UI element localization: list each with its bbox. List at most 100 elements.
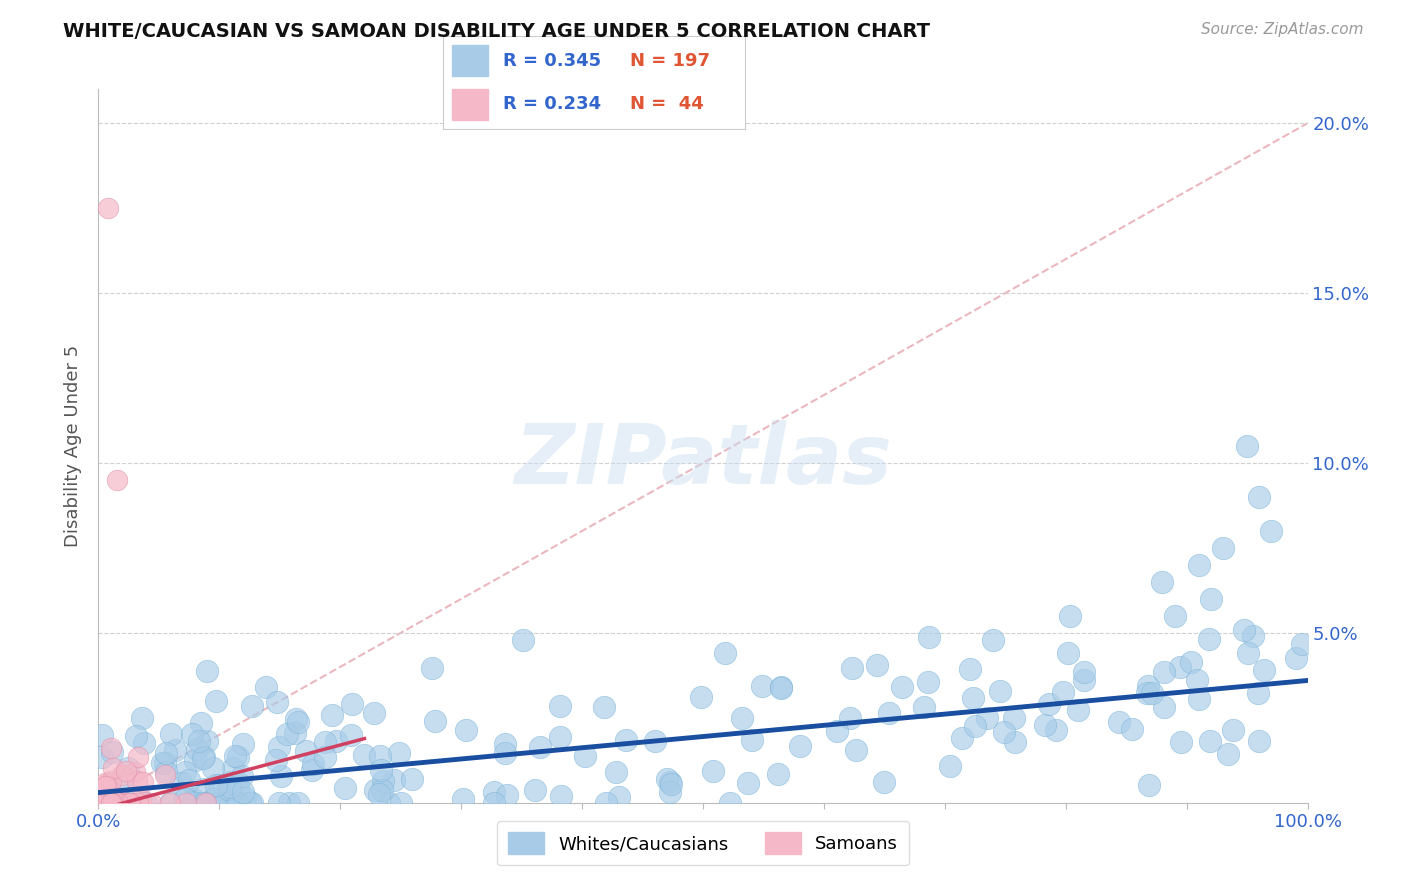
Point [100, 796, 122, 810]
Point [877, 706, 900, 721]
Point [170, 776, 193, 790]
Point [105, 473, 128, 487]
Point [225, 796, 247, 810]
Point [93, 793, 115, 807]
Point [321, 707, 343, 722]
Point [976, 711, 998, 725]
Point [239, 796, 262, 810]
Point [981, 632, 1004, 647]
Point [120, 796, 142, 810]
Point [100, 796, 122, 810]
Point [194, 796, 217, 810]
Y-axis label: Disability Age Under 5: Disability Age Under 5 [65, 345, 83, 547]
Point [193, 796, 215, 810]
Point [233, 791, 256, 805]
Point [124, 764, 146, 779]
Point [993, 725, 1015, 739]
Text: Source: ZipAtlas.com: Source: ZipAtlas.com [1201, 22, 1364, 37]
Point [741, 733, 763, 747]
Point [104, 796, 127, 810]
Point [193, 750, 215, 764]
Point [276, 727, 298, 741]
Point [912, 700, 935, 714]
Point [103, 792, 125, 806]
Point [94, 796, 117, 810]
Point [1253, 663, 1275, 677]
Point [118, 796, 141, 810]
Text: ZIPatlas: ZIPatlas [515, 420, 891, 500]
Point [254, 680, 277, 694]
Point [204, 796, 226, 810]
Point [193, 796, 215, 810]
Point [659, 775, 682, 789]
Point [134, 736, 156, 750]
Point [364, 783, 387, 797]
Point [190, 715, 212, 730]
Point [655, 772, 678, 786]
Point [314, 735, 336, 749]
Point [114, 796, 136, 810]
Point [232, 796, 254, 810]
Point [181, 795, 204, 809]
Point [202, 761, 225, 775]
Point [285, 712, 308, 726]
Point [125, 774, 148, 789]
Point [1180, 655, 1202, 669]
Point [873, 774, 896, 789]
Point [1052, 685, 1074, 699]
Point [607, 789, 630, 804]
Point [769, 680, 792, 694]
Point [529, 739, 551, 754]
Point [224, 748, 246, 763]
Point [155, 764, 177, 779]
Point [451, 791, 474, 805]
Point [218, 780, 240, 794]
Point [1291, 637, 1313, 651]
Point [333, 781, 356, 796]
Point [87, 796, 110, 810]
Point [1152, 574, 1174, 589]
Point [482, 796, 505, 810]
Point [266, 695, 288, 709]
Point [1004, 735, 1026, 749]
Point [659, 777, 682, 791]
Point [737, 776, 759, 790]
Point [131, 711, 153, 725]
Point [841, 661, 863, 675]
Point [917, 675, 939, 690]
Point [114, 796, 136, 810]
Point [548, 698, 571, 713]
Point [127, 796, 149, 810]
Point [160, 727, 183, 741]
Point [339, 728, 361, 742]
Point [1260, 524, 1282, 538]
Point [963, 719, 986, 733]
Point [103, 796, 125, 810]
Point [267, 740, 290, 755]
Text: N =  44: N = 44 [630, 95, 704, 113]
Point [1199, 734, 1222, 748]
Point [184, 753, 207, 767]
Point [950, 731, 973, 746]
Point [574, 749, 596, 764]
Point [173, 791, 195, 805]
Point [1233, 623, 1256, 637]
Bar [451, 89, 488, 120]
Point [1170, 735, 1192, 749]
Point [240, 796, 263, 810]
Point [988, 684, 1011, 698]
Point [179, 772, 201, 787]
Point [188, 734, 211, 748]
Point [195, 734, 218, 748]
Point [1241, 629, 1264, 643]
Point [219, 774, 242, 789]
Point [644, 733, 666, 747]
Point [174, 796, 197, 810]
Point [90, 796, 112, 810]
Point [422, 661, 444, 675]
Point [91, 796, 114, 810]
Point [731, 711, 754, 725]
Point [454, 723, 477, 737]
Point [714, 646, 737, 660]
Point [1236, 439, 1258, 453]
